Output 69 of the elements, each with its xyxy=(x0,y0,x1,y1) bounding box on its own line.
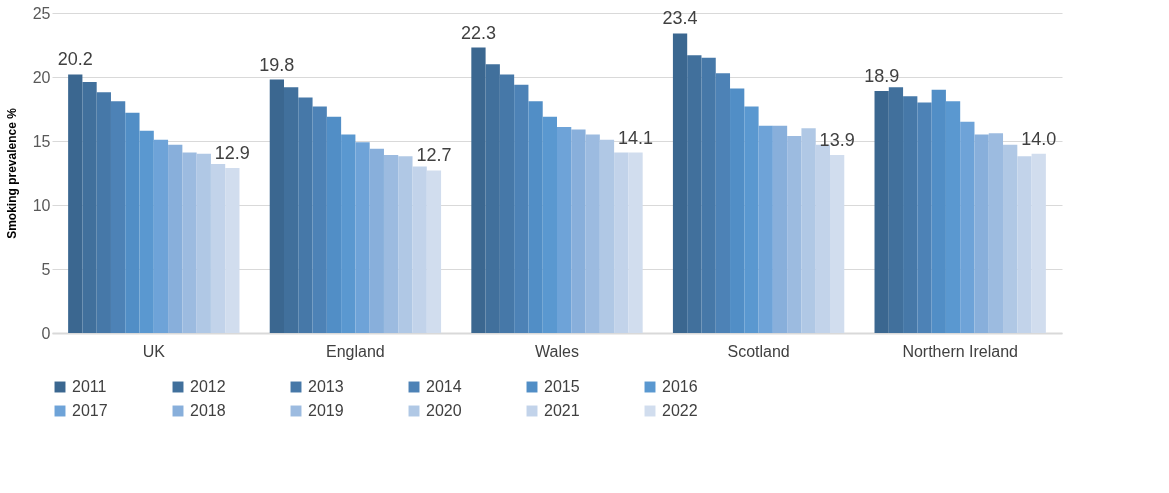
bar xyxy=(830,155,845,333)
bar xyxy=(758,125,773,333)
legend-label: 2020 xyxy=(426,402,462,419)
legend-label: 2021 xyxy=(544,402,580,419)
bar xyxy=(1031,153,1046,333)
bar xyxy=(557,126,572,333)
data-label: 12.9 xyxy=(214,142,250,163)
bar xyxy=(312,106,327,333)
y-tick-label: 5 xyxy=(41,260,51,278)
bar xyxy=(210,164,226,333)
data-label: 20.2 xyxy=(57,49,93,70)
x-tick-label: Northern Ireland xyxy=(902,342,1019,360)
bar xyxy=(1017,156,1032,333)
bar xyxy=(571,129,586,333)
bar xyxy=(398,156,413,333)
data-label: 23.4 xyxy=(662,8,698,29)
bar xyxy=(383,155,399,333)
bar xyxy=(225,167,240,333)
legend-label: 2015 xyxy=(544,378,580,395)
bar xyxy=(153,139,169,333)
bar xyxy=(196,153,211,333)
y-tick-label: 20 xyxy=(32,68,51,86)
y-tick-label: 10 xyxy=(32,196,51,214)
legend-label: 2013 xyxy=(308,378,344,395)
bar xyxy=(974,134,989,333)
bar xyxy=(960,121,975,333)
bar xyxy=(168,144,183,333)
bar xyxy=(801,128,816,333)
bar xyxy=(614,152,629,333)
legend-label: 2018 xyxy=(190,402,226,419)
bar xyxy=(426,170,442,333)
bar xyxy=(110,101,126,333)
bar xyxy=(715,73,731,333)
x-tick-label: Wales xyxy=(535,342,579,360)
bar xyxy=(599,139,615,333)
data-label: 14.0 xyxy=(1021,128,1057,149)
data-label: 13.9 xyxy=(819,130,855,151)
bar xyxy=(182,152,197,333)
data-label: 18.9 xyxy=(864,66,900,87)
y-tick-label: 15 xyxy=(32,132,51,150)
legend-label: 2014 xyxy=(426,378,462,395)
legend-label: 2017 xyxy=(72,402,108,419)
bar xyxy=(787,135,802,333)
x-tick-label: UK xyxy=(142,342,166,360)
data-label: 22.3 xyxy=(460,22,496,43)
bar xyxy=(1003,144,1018,333)
bar xyxy=(917,102,932,333)
x-tick-label: Scotland xyxy=(727,342,790,360)
x-tick-label: England xyxy=(326,342,385,360)
bar xyxy=(355,142,370,333)
bar xyxy=(412,166,427,333)
bar xyxy=(585,134,600,333)
bar xyxy=(988,133,1004,333)
data-label: 14.1 xyxy=(618,127,654,148)
y-axis-title: Smoking prevalence % xyxy=(4,107,19,239)
bar xyxy=(815,144,830,333)
bar xyxy=(772,125,788,333)
data-label: 12.7 xyxy=(416,145,452,166)
data-label: 19.8 xyxy=(259,54,295,75)
legend-label: 2016 xyxy=(662,378,698,395)
y-tick-label: 25 xyxy=(32,4,51,22)
bar xyxy=(628,152,643,333)
y-tick-label: 0 xyxy=(41,324,51,342)
bar xyxy=(369,148,384,333)
bar xyxy=(514,84,529,333)
legend-label: 2012 xyxy=(190,378,226,395)
legend-label: 2019 xyxy=(308,402,344,419)
legend-label: 2022 xyxy=(662,402,698,419)
legend-label: 2011 xyxy=(72,378,107,395)
